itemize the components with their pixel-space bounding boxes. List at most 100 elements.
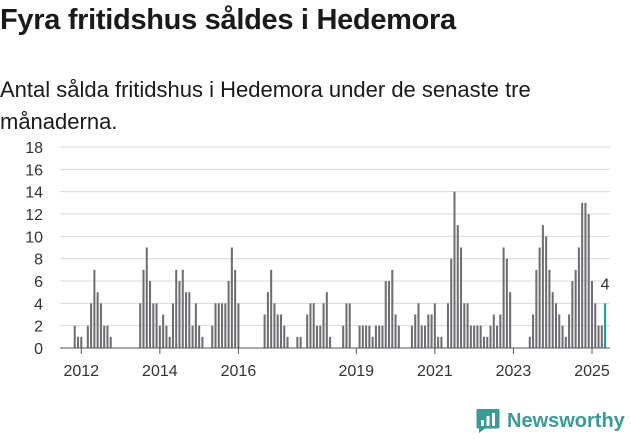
x-tick-label: 2012 bbox=[63, 363, 99, 380]
bar bbox=[109, 336, 112, 348]
bar bbox=[309, 303, 312, 348]
bar bbox=[388, 281, 391, 348]
bar bbox=[378, 325, 381, 348]
bar bbox=[106, 325, 109, 348]
bar bbox=[279, 314, 282, 348]
bar bbox=[541, 225, 544, 348]
bar bbox=[440, 336, 443, 348]
bar bbox=[270, 269, 273, 348]
bar bbox=[374, 325, 377, 348]
bar bbox=[538, 247, 541, 348]
bar bbox=[217, 303, 220, 348]
bar bbox=[329, 336, 332, 348]
bar bbox=[93, 269, 96, 348]
bar bbox=[224, 303, 227, 348]
newsworthy-logo: Newsworthy bbox=[476, 408, 625, 434]
bar bbox=[564, 336, 567, 348]
bar bbox=[581, 202, 584, 348]
bar bbox=[460, 247, 463, 348]
bar bbox=[283, 325, 286, 348]
bar bbox=[532, 314, 535, 348]
bar bbox=[263, 314, 266, 348]
bar bbox=[358, 325, 361, 348]
bar bbox=[273, 303, 276, 348]
bar bbox=[227, 281, 230, 348]
bar bbox=[361, 325, 364, 348]
bar bbox=[266, 292, 269, 348]
bar bbox=[152, 303, 155, 348]
bar bbox=[142, 269, 145, 348]
y-tick-label: 0 bbox=[34, 341, 43, 358]
chart-title: Fyra fritidshus såldes i Hedemora bbox=[0, 4, 456, 36]
bar bbox=[221, 303, 224, 348]
bar bbox=[188, 292, 191, 348]
bar bbox=[234, 269, 237, 348]
bar bbox=[473, 325, 476, 348]
bar bbox=[312, 303, 315, 348]
bar bbox=[315, 325, 319, 348]
y-tick-label: 6 bbox=[34, 274, 43, 291]
y-tick-label: 12 bbox=[25, 207, 43, 224]
bar bbox=[469, 325, 472, 348]
bar bbox=[162, 314, 165, 348]
bar bbox=[237, 303, 240, 348]
bar bbox=[505, 258, 508, 348]
bar bbox=[430, 314, 433, 348]
bar bbox=[414, 314, 417, 348]
bar bbox=[168, 336, 171, 348]
data-labels: 4 bbox=[601, 276, 610, 293]
bar bbox=[427, 314, 430, 348]
bar bbox=[453, 191, 456, 348]
bar bbox=[306, 314, 309, 348]
x-tick-label: 2023 bbox=[496, 363, 532, 380]
bar bbox=[139, 303, 142, 348]
chart-subtitle: Antal sålda fritidshus i Hedemora under … bbox=[0, 77, 531, 134]
bar bbox=[600, 325, 603, 348]
bar bbox=[397, 325, 400, 348]
bar bbox=[86, 325, 89, 348]
bar bbox=[185, 292, 188, 348]
bar bbox=[561, 325, 564, 348]
bar bbox=[103, 325, 106, 348]
bar bbox=[145, 247, 148, 348]
bar bbox=[548, 269, 551, 348]
bar bbox=[489, 325, 492, 348]
bar bbox=[433, 303, 436, 348]
bar bbox=[96, 292, 99, 348]
bar bbox=[446, 303, 449, 348]
y-tick-label: 16 bbox=[25, 162, 43, 179]
bar bbox=[554, 303, 557, 348]
x-axis: 2012 2014 2016 2019 2021 2023 2025 bbox=[60, 347, 610, 380]
bar bbox=[509, 292, 512, 348]
bar bbox=[171, 303, 174, 348]
bar bbox=[420, 325, 423, 348]
bar bbox=[502, 247, 505, 348]
bar bbox=[424, 325, 427, 348]
brand-name: Newsworthy bbox=[507, 409, 625, 432]
x-tick-label: 2014 bbox=[142, 363, 178, 380]
bar bbox=[322, 303, 325, 348]
newsworthy-chart-logo-icon bbox=[476, 409, 500, 433]
bar bbox=[535, 269, 538, 348]
x-tick-label: 2021 bbox=[417, 363, 453, 380]
bar bbox=[230, 247, 233, 348]
bar bbox=[76, 336, 80, 348]
bar bbox=[463, 303, 466, 348]
bar bbox=[286, 336, 289, 348]
bar bbox=[181, 269, 184, 348]
bar bbox=[450, 258, 453, 348]
bar bbox=[201, 336, 204, 348]
bar bbox=[437, 336, 440, 348]
y-axis-ticks: 0 2 4 6 8 10 12 14 16 18 bbox=[25, 140, 43, 358]
bar bbox=[155, 303, 158, 348]
bar bbox=[528, 336, 531, 348]
bar bbox=[476, 325, 479, 348]
bar bbox=[194, 303, 197, 348]
bar bbox=[368, 325, 371, 348]
bar bbox=[574, 269, 577, 348]
bar bbox=[492, 314, 495, 348]
bar bbox=[551, 292, 554, 348]
bar bbox=[499, 314, 502, 348]
bars bbox=[73, 191, 607, 348]
